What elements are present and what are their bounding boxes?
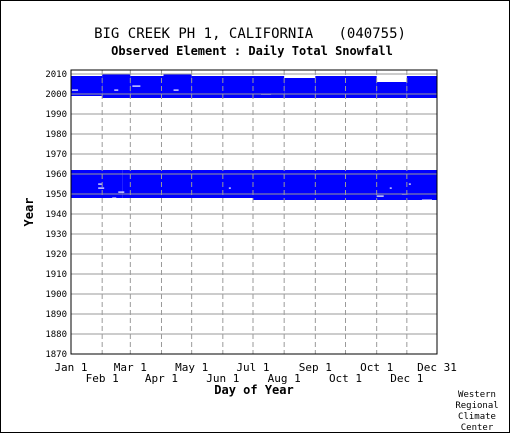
missing-data-10 (376, 195, 384, 197)
y-tick-1990: 1990 (45, 110, 67, 120)
missing-data-6 (98, 187, 105, 189)
y-tick-1890: 1890 (45, 310, 67, 320)
missing-data-14 (421, 199, 432, 201)
y-tick-1900: 1900 (45, 290, 67, 300)
coverage-block-9 (71, 170, 123, 198)
y-tick-2010: 2010 (45, 70, 67, 80)
x-tick-top-jul-1: Jul 1 (236, 361, 269, 374)
missing-data-0 (72, 89, 79, 91)
missing-data-9 (228, 187, 231, 189)
y-tick-1880: 1880 (45, 330, 67, 340)
x-tick-top-jan-1: Jan 1 (54, 361, 87, 374)
missing-data-7 (118, 191, 125, 193)
y-tick-1950: 1950 (45, 190, 67, 200)
x-tick-bottom-feb-1: Feb 1 (86, 372, 119, 385)
coverage-block-5 (284, 78, 316, 98)
x-tick-top-dec-31: Dec 31 (417, 361, 457, 374)
x-tick-top-sep-1: Sep 1 (299, 361, 332, 374)
credit-line-2: Regional (455, 401, 498, 411)
x-tick-labels: Jan 1 Mar 1 May 1 Jul 1 Sep 1 Oct 1 Dec 31Feb … (54, 361, 456, 385)
y-tick-1870: 1870 (45, 350, 67, 360)
x-tick-bottom-aug-1: Aug 1 (268, 372, 301, 385)
coverage-block-8 (406, 76, 437, 98)
coverage-block-10 (122, 170, 253, 198)
y-axis-label: Year (22, 198, 36, 227)
coverage-block-11 (252, 170, 437, 200)
missing-data-1 (114, 89, 119, 91)
y-tick-1930: 1930 (45, 230, 67, 240)
x-tick-bottom-apr-1: Apr 1 (145, 372, 178, 385)
y-tick-1960: 1960 (45, 170, 67, 180)
missing-data-2 (132, 85, 141, 87)
missing-data-5 (98, 183, 103, 185)
credit-line-3: Climate (458, 412, 496, 422)
coverage-block-0 (71, 76, 103, 96)
x-axis-label: Day of Year (214, 383, 293, 397)
x-tick-bottom-dec-1: Dec 1 (390, 372, 423, 385)
credit-block: Western Regional Climate Center (455, 390, 498, 433)
y-tick-1940: 1940 (45, 210, 67, 220)
coverage-block-4 (191, 76, 285, 98)
y-tick-1910: 1910 (45, 270, 67, 280)
x-tick-top-oct-1: Oct 1 (360, 361, 393, 374)
x-tick-top-may-1: May 1 (175, 361, 208, 374)
y-tick-1920: 1920 (45, 250, 67, 260)
coverage-layer (71, 74, 437, 200)
missing-data-11 (389, 187, 392, 189)
coverage-block-2 (130, 76, 164, 98)
credit-line-1: Western (458, 390, 496, 400)
y-tick-2000: 2000 (45, 90, 67, 100)
chart-subtitle: Observed Element : Daily Total Snowfall (111, 44, 393, 58)
y-tick-labels: 1870 1880 1890 1900 1910 1920 1930 1940 1950 1960… (45, 70, 67, 360)
x-tick-top-mar-1: Mar 1 (114, 361, 147, 374)
missing-data-3 (173, 89, 179, 91)
missing-data-13 (408, 183, 411, 185)
x-tick-bottom-oct-1: Oct 1 (329, 372, 362, 385)
credit-line-4: Center (461, 423, 494, 433)
plot-area (70, 69, 438, 355)
x-tick-bottom-jun-1: Jun 1 (206, 372, 239, 385)
y-tick-1970: 1970 (45, 150, 67, 160)
y-tick-1980: 1980 (45, 130, 67, 140)
coverage-block-7 (376, 82, 407, 98)
coverage-block-6 (315, 76, 377, 98)
chart-title: BIG CREEK PH 1, CALIFORNIA (040755) (94, 26, 406, 42)
grid-layer (70, 70, 438, 355)
missing-data-8 (112, 197, 117, 199)
